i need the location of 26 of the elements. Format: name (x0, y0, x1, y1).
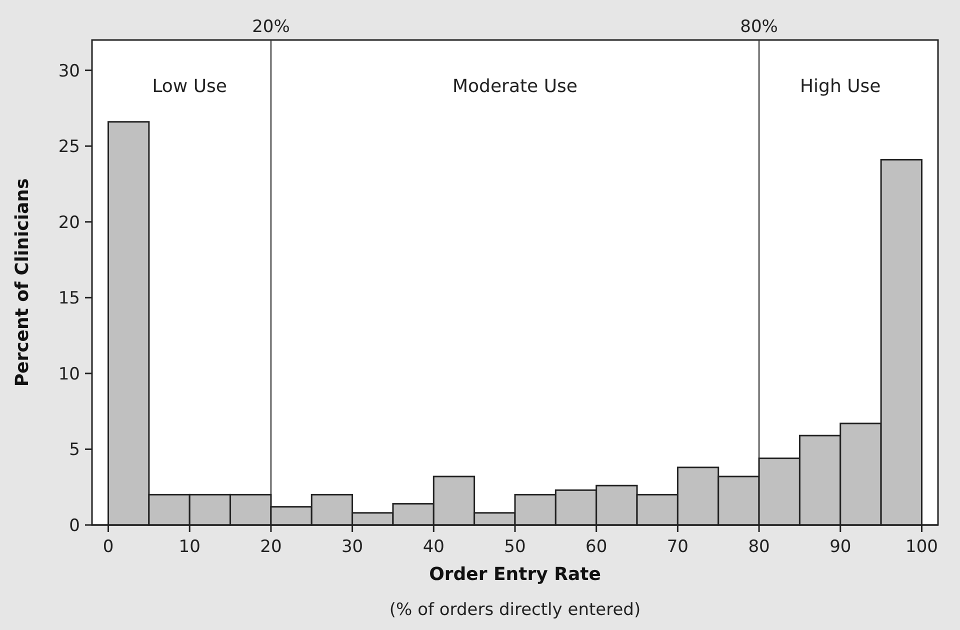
x-tick-label: 90 (830, 537, 852, 557)
x-tick-label: 70 (666, 537, 689, 557)
y-tick-label: 0 (69, 516, 80, 536)
text: (% of orders directly entered) (389, 600, 641, 620)
ref-line-label: 80% (740, 17, 778, 37)
x-tick-label: 100 (906, 537, 938, 557)
y-tick-label: 20 (58, 212, 80, 233)
x-tick-label: 40 (422, 537, 444, 557)
x-tick-label: 60 (586, 537, 608, 557)
annotation: Moderate Use (452, 76, 578, 97)
x-tick-label: 80 (748, 537, 770, 557)
x-tick-label: 10 (178, 537, 200, 557)
y-axis-title: Percent of Clinicians (12, 178, 33, 387)
y-tick-label: 10 (58, 364, 80, 384)
ref-line-label: 20% (252, 17, 290, 37)
annotation: Low Use (152, 76, 228, 97)
y-tick-label: 15 (58, 288, 80, 309)
x-tick-label: 30 (341, 537, 364, 557)
y-tick-label: 5 (69, 440, 80, 460)
x-tick-label: 0 (102, 537, 114, 557)
y-tick-label: 25 (58, 137, 80, 158)
annotation: High Use (800, 76, 881, 97)
x-tick-label: 50 (504, 537, 526, 557)
x-axis-title: Order Entry Rate (429, 564, 601, 585)
x-tick-label: 20 (260, 537, 282, 557)
y-tick-label: 30 (58, 61, 80, 82)
